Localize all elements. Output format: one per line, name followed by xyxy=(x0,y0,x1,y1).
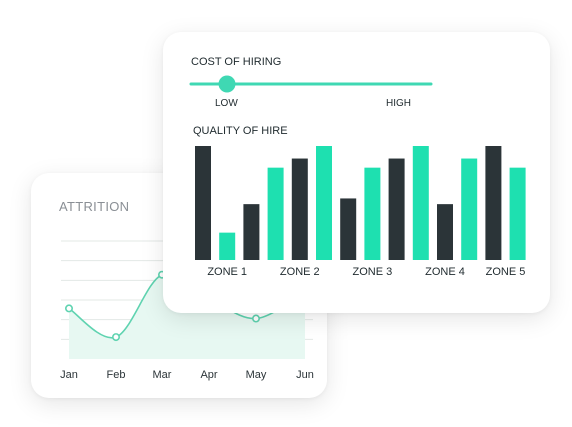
month-label-mar: Mar xyxy=(152,369,172,381)
attrition-point-may xyxy=(252,314,261,323)
bar-zone-4-dark xyxy=(437,204,453,260)
bar-zone-3-dark xyxy=(388,158,405,260)
bar-zone-2-teal xyxy=(316,146,332,260)
bar-zone-1-dark xyxy=(195,146,211,260)
attrition-title: ATTRITION xyxy=(59,199,130,214)
month-label-feb: Feb xyxy=(106,369,126,381)
quality-bar-chart xyxy=(195,146,526,260)
zone-label-2: ZONE 2 xyxy=(279,266,320,278)
bar-zone-2-teal xyxy=(267,167,284,260)
bar-zone-3-dark xyxy=(340,198,357,260)
zone-label-1: ZONE 1 xyxy=(207,266,248,278)
bar-zone-2-dark xyxy=(291,158,308,260)
zone-label-4: ZONE 4 xyxy=(425,266,465,278)
bar-zone-5-teal xyxy=(509,167,526,260)
zone-label-3: ZONE 3 xyxy=(352,266,393,278)
bar-zone-1-dark xyxy=(243,204,260,260)
month-label-jan: Jan xyxy=(60,369,78,381)
month-label-may: May xyxy=(245,369,267,381)
attrition-point-feb xyxy=(112,333,121,342)
slider-low-label: LOW xyxy=(215,98,238,109)
month-label-apr: Apr xyxy=(200,369,218,381)
bar-zone-3-teal xyxy=(364,167,381,260)
month-label-jun: Jun xyxy=(296,369,314,381)
bar-zone-4-teal xyxy=(461,158,478,260)
bar-zone-5-dark xyxy=(485,146,502,260)
cost-slider[interactable] xyxy=(163,72,550,102)
bar-zone-1-teal xyxy=(219,232,236,260)
zone-label-5: ZONE 5 xyxy=(485,266,526,278)
cost-of-hiring-title: COST OF HIRING xyxy=(191,56,282,68)
slider-high-label: HIGH xyxy=(386,98,411,109)
bar-zone-4-teal xyxy=(412,146,429,260)
quality-of-hire-title: QUALITY OF HIRE xyxy=(193,125,288,137)
attrition-area xyxy=(69,273,305,359)
attrition-point-jan xyxy=(64,304,73,313)
slider-thumb[interactable] xyxy=(218,75,236,93)
hiring-card: COST OF HIRING LOW HIGH QUALITY OF HIRE … xyxy=(163,32,550,313)
